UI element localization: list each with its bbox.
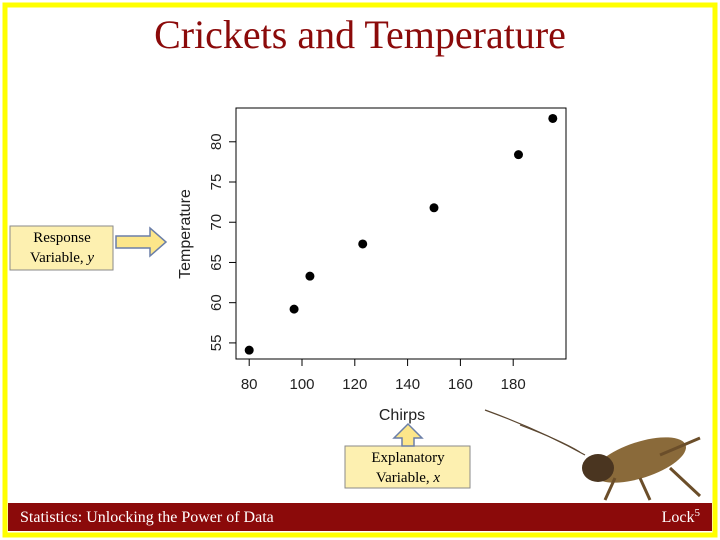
annotation-text: Variable, x	[376, 470, 440, 486]
point	[548, 113, 558, 123]
x-axis-label: Chirps	[379, 407, 425, 424]
point	[513, 150, 523, 160]
footer-bar	[8, 503, 712, 531]
y-tick-label: 80	[208, 133, 225, 150]
footer-right: Lock5	[662, 507, 701, 526]
annotation-text: Response	[33, 230, 91, 246]
x-tick-label: 100	[289, 376, 314, 393]
annotation-text: Variable, y	[30, 250, 94, 266]
arrow	[115, 226, 168, 258]
cricket-illustration	[484, 409, 702, 501]
annotation-box	[9, 225, 114, 271]
footer-left: Statistics: Unlocking the Power of Data	[20, 509, 274, 526]
y-tick-label: 75	[208, 174, 225, 191]
annotation-symbol: y	[85, 250, 94, 266]
point	[289, 304, 299, 314]
y-tick-label: 65	[208, 254, 225, 271]
x-tick-label: 180	[501, 376, 526, 393]
annotation-text: Explanatory	[371, 450, 445, 466]
annotation-text: Variable,	[30, 250, 84, 266]
annotation-text: Variable,	[376, 470, 430, 486]
footer-right: Lock	[662, 509, 695, 526]
point	[358, 239, 368, 249]
annotation-box	[344, 445, 471, 489]
y-tick-label: 55	[208, 335, 225, 352]
y-tick-label: 60	[208, 294, 225, 311]
x-tick-label: 160	[448, 376, 473, 393]
y-tick-label: 70	[208, 214, 225, 231]
x-tick-label: 120	[342, 376, 367, 393]
plot-box	[235, 107, 567, 360]
annotation-symbol: x	[432, 470, 440, 486]
arrow	[392, 422, 424, 447]
point	[305, 271, 315, 281]
point	[244, 345, 254, 355]
x-tick-label: 80	[241, 376, 258, 393]
y-axis-label: Temperature	[177, 189, 194, 279]
footer-sup: 5	[695, 507, 701, 519]
slide-title: Crickets and Temperature	[154, 12, 566, 57]
x-tick-label: 140	[395, 376, 420, 393]
point	[429, 203, 439, 213]
